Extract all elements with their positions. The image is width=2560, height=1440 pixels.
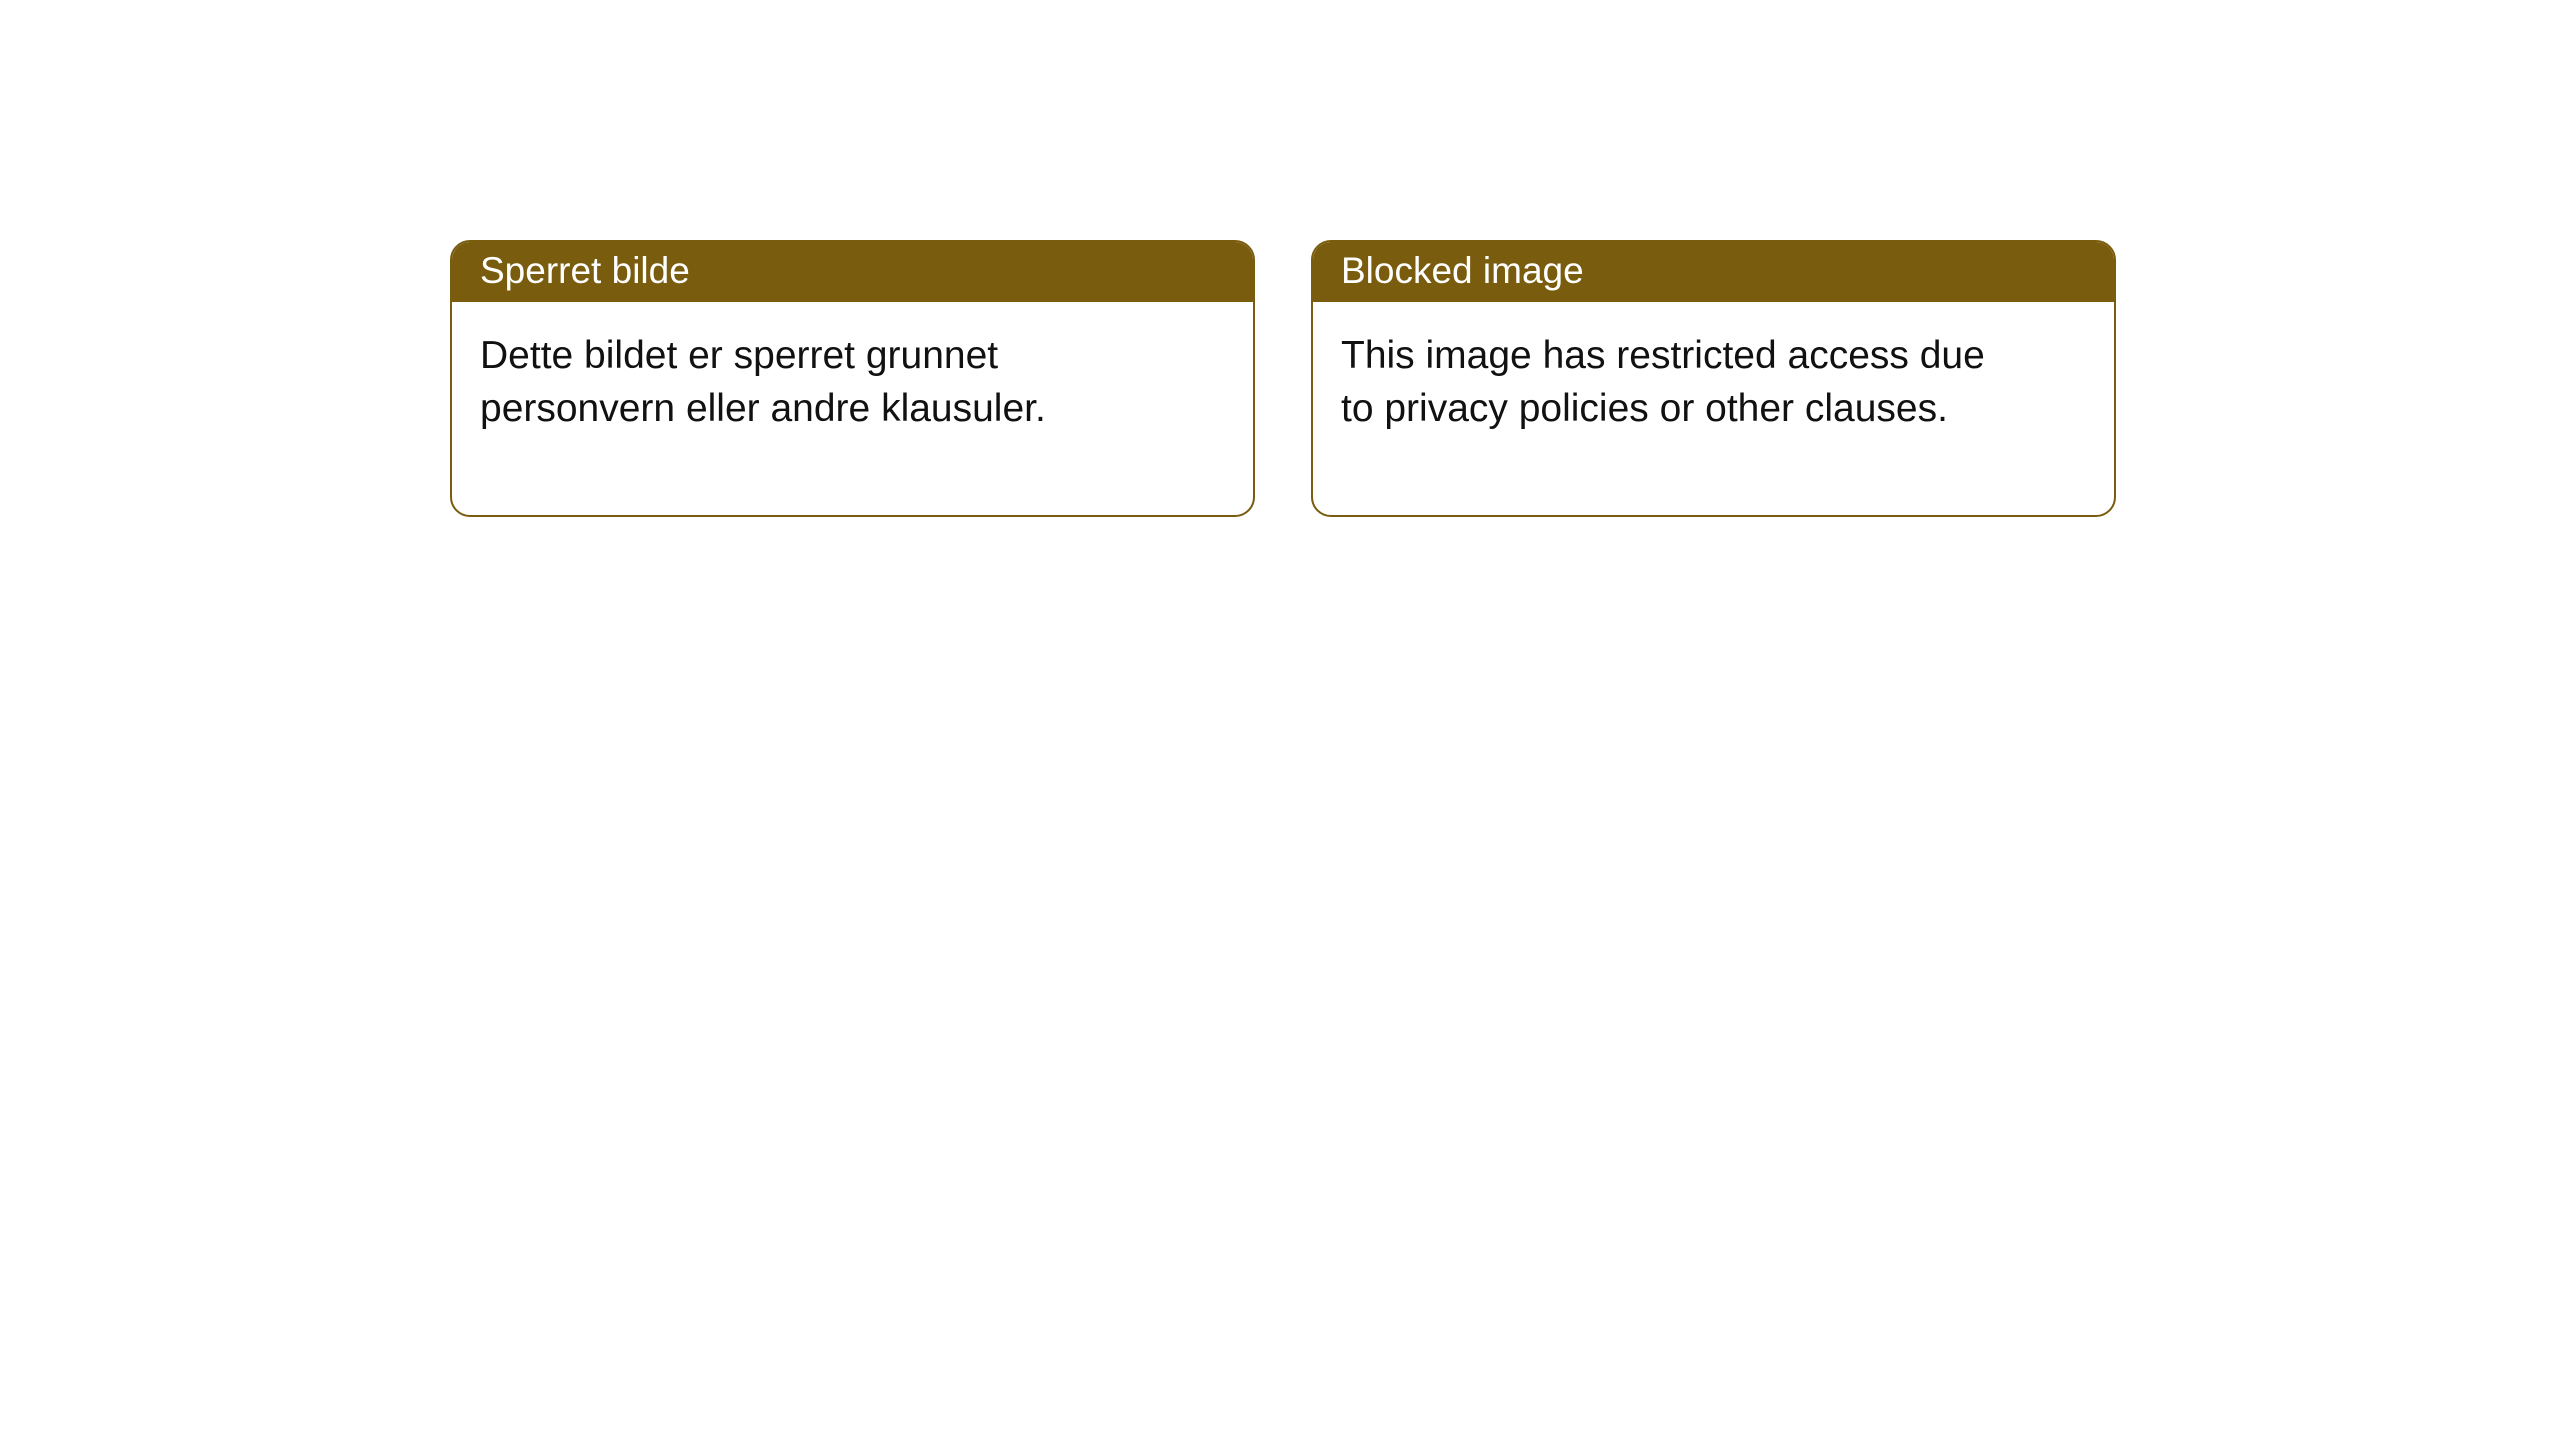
notice-body-english: This image has restricted access due to … [1313, 302, 2013, 515]
notice-body-norwegian: Dette bildet er sperret grunnet personve… [452, 302, 1152, 515]
notice-card-norwegian: Sperret bilde Dette bildet er sperret gr… [450, 240, 1255, 517]
notice-card-english: Blocked image This image has restricted … [1311, 240, 2116, 517]
notice-container: Sperret bilde Dette bildet er sperret gr… [0, 0, 2560, 517]
notice-title-english: Blocked image [1313, 242, 2114, 302]
notice-title-norwegian: Sperret bilde [452, 242, 1253, 302]
